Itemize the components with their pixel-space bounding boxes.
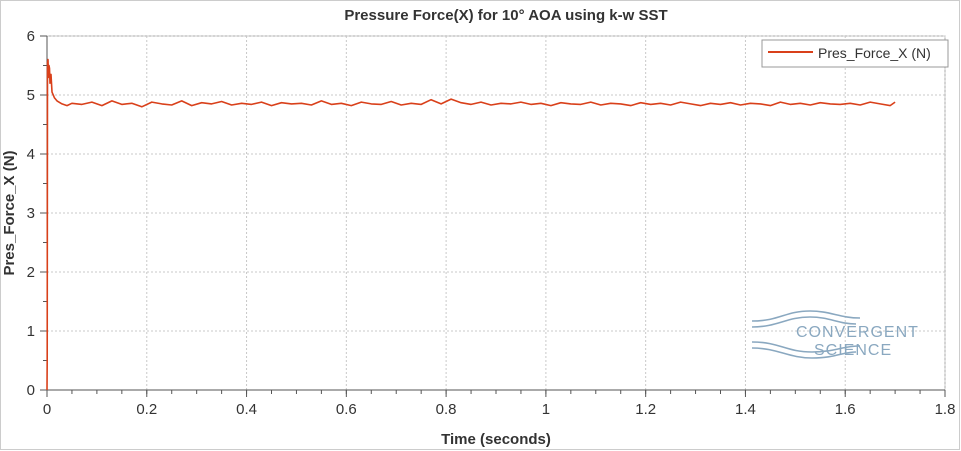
x-tick-label: 1.8 bbox=[935, 401, 956, 418]
legend[interactable]: Pres_Force_X (N) bbox=[761, 39, 949, 68]
x-axis-label: Time (seconds) bbox=[441, 431, 551, 448]
convergent-science-logo: CONVERGENT SCIENCE bbox=[751, 310, 919, 359]
x-tick-label: 0.2 bbox=[136, 401, 157, 418]
x-tick-label: 0.4 bbox=[236, 401, 257, 418]
chart-title: Pressure Force(X) for 10° AOA using k-w … bbox=[344, 7, 667, 24]
logo-text-line1: CONVERGENT bbox=[796, 324, 919, 341]
x-tick-label: 0.8 bbox=[436, 401, 457, 418]
legend-label: Pres_Force_X (N) bbox=[818, 45, 931, 61]
x-tick-label: 1.2 bbox=[635, 401, 656, 418]
legend-box bbox=[761, 39, 949, 68]
y-tick-label: 3 bbox=[27, 205, 35, 222]
x-tick-label: 1.4 bbox=[735, 401, 756, 418]
logo-text-line2: SCIENCE bbox=[814, 342, 892, 359]
y-axis-label: Pres_Force_X (N) bbox=[1, 150, 18, 275]
x-tick-label: 1 bbox=[542, 401, 550, 418]
x-tick-label: 0 bbox=[43, 401, 51, 418]
y-tick-label: 4 bbox=[27, 146, 35, 163]
y-tick-label: 5 bbox=[27, 87, 35, 104]
y-tick-label: 2 bbox=[27, 264, 35, 281]
x-tick-label: 0.6 bbox=[336, 401, 357, 418]
axes: 0 0.2 0.4 0.6 0.8 1 1.2 1.4 1.6 1.8 0 1 2 3 4 5 6 bbox=[27, 28, 956, 418]
x-tick-label: 1.6 bbox=[835, 401, 856, 418]
series-line bbox=[46, 58, 896, 391]
series-layer bbox=[46, 58, 896, 391]
logo-waves-icon bbox=[751, 310, 861, 359]
y-tick-label: 1 bbox=[27, 323, 35, 340]
y-tick-label: 0 bbox=[27, 382, 35, 399]
y-tick-label: 6 bbox=[27, 28, 35, 45]
